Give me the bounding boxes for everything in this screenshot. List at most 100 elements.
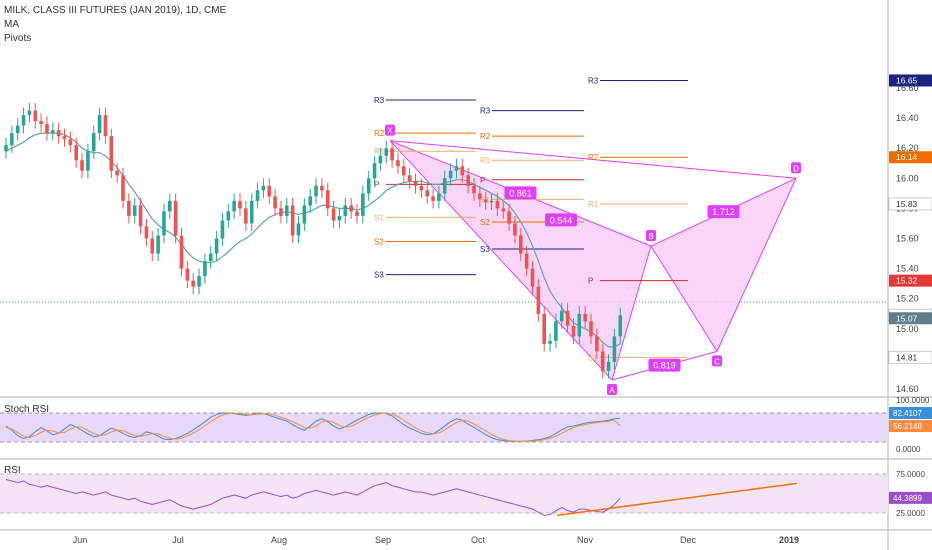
pivot-label: R3 — [480, 107, 491, 116]
candle-body — [267, 185, 272, 197]
price-tag-box — [889, 151, 932, 164]
candle-body — [489, 200, 494, 203]
candle-body — [74, 145, 78, 161]
price-tag-label: 15.32 — [896, 276, 918, 286]
candle-body — [156, 235, 160, 254]
pattern-point-label: C — [714, 357, 720, 366]
rsi-value-label: 44.3899 — [893, 494, 922, 503]
candle-body — [600, 351, 605, 371]
candle-body — [168, 200, 172, 212]
pivots-legend[interactable]: Pivots — [4, 33, 32, 44]
pattern-point-box — [712, 355, 722, 367]
pivot-label: P — [588, 277, 593, 286]
candle-body — [361, 193, 365, 216]
time-axis[interactable]: Jun Jul Aug Sep Oct Nov Dec 2019 — [73, 535, 799, 545]
candle-body — [56, 130, 61, 137]
candle-body — [413, 181, 418, 186]
ma-legend[interactable]: MA — [4, 19, 19, 30]
candle-body — [132, 205, 137, 216]
ratio-label: 0.861 — [509, 188, 532, 198]
price-tick-label: 16.40 — [896, 113, 919, 123]
pivot-label: S2 — [374, 238, 384, 247]
stoch-tick-label: 0.0000 — [896, 445, 921, 454]
time-tick-label: Aug — [271, 535, 287, 545]
pivot-label: S3 — [480, 245, 490, 254]
stoch-value-label: 82.4107 — [893, 409, 922, 418]
pattern-point-box — [385, 124, 395, 136]
candle-body — [583, 313, 587, 322]
pivot-label: S1 — [374, 213, 384, 222]
pivot-label: R3 — [588, 76, 599, 85]
candle-body — [15, 125, 20, 134]
candle-body — [45, 124, 49, 134]
rsi-trendline — [556, 482, 798, 517]
price-axis[interactable]: 14.6014.8015.0015.2015.4015.6015.8016.00… — [888, 74, 932, 518]
pattern-point-box — [607, 383, 617, 395]
candle-body — [103, 115, 108, 137]
candle-body — [115, 170, 119, 176]
candle-body — [559, 310, 564, 322]
candle-body — [80, 160, 84, 171]
stoch-value-label: 56.2148 — [893, 422, 922, 431]
candle-body — [530, 268, 535, 287]
stoch-rsi-lines — [5, 412, 621, 442]
price-tick-label: 16.60 — [896, 83, 919, 93]
candle-body — [542, 313, 546, 344]
candle-body — [372, 163, 377, 179]
candle-body — [618, 315, 623, 337]
time-tick-label: Jun — [73, 535, 88, 545]
candle-body — [285, 205, 289, 216]
candle-body — [565, 310, 570, 326]
candle-body — [495, 200, 500, 209]
candle-body — [62, 136, 67, 140]
candle-body — [27, 110, 32, 116]
stoch-legend[interactable]: Stoch RSI — [4, 404, 50, 415]
price-tick-label: 15.40 — [896, 264, 919, 274]
rsi-line — [5, 478, 621, 516]
candle-body — [589, 321, 593, 337]
candles[interactable] — [4, 103, 623, 379]
candle-body — [91, 133, 96, 152]
pattern-point-box — [646, 230, 656, 242]
price-tag-box — [888, 197, 932, 211]
candle-body — [33, 110, 38, 122]
rsi-tick-label: 75.0000 — [896, 470, 925, 479]
candle-body — [39, 121, 43, 125]
candle-body — [577, 313, 582, 337]
pivot-label: P — [480, 176, 485, 185]
time-tick-label: Nov — [577, 535, 594, 545]
pattern-labels[interactable]: X A B C D 0.861 0.544 1.712 0.819 — [385, 124, 801, 395]
candle-body — [343, 205, 348, 216]
stoch-band — [0, 413, 888, 442]
pattern-point-label: D — [793, 164, 799, 173]
candle-body — [296, 223, 301, 236]
stoch-tick-label: 100.0000 — [896, 396, 930, 405]
price-tick-label: 15.60 — [896, 234, 919, 244]
pivot-label: R1 — [374, 147, 385, 156]
candle-body — [472, 185, 476, 194]
candle-body — [232, 200, 236, 212]
ratio-box — [648, 358, 681, 372]
candle-body — [402, 166, 406, 176]
candle-body — [337, 215, 342, 221]
candle-body — [524, 253, 529, 269]
candle-body — [396, 160, 400, 167]
candle-body — [273, 196, 277, 209]
candle-body — [437, 193, 441, 201]
rsi-legend[interactable]: RSI — [4, 465, 21, 476]
price-tick-label: 16.20 — [896, 143, 919, 153]
price-tag-label: 14.81 — [896, 352, 918, 362]
candle-body — [320, 185, 324, 191]
candle-body — [501, 208, 506, 212]
chart-title[interactable]: MILK, CLASS III FUTURES (JAN 2019), 1D, … — [4, 5, 227, 16]
pivot-label: S3 — [374, 271, 384, 280]
pivot-label: R1 — [480, 156, 491, 165]
candle-body — [425, 190, 429, 197]
price-tag-label: 15.83 — [896, 199, 918, 209]
candle-body — [548, 340, 552, 344]
candle-body — [331, 208, 336, 221]
price-tag-box — [889, 274, 932, 287]
rsi-line — [5, 478, 798, 517]
ratio-label: 0.819 — [653, 361, 676, 371]
